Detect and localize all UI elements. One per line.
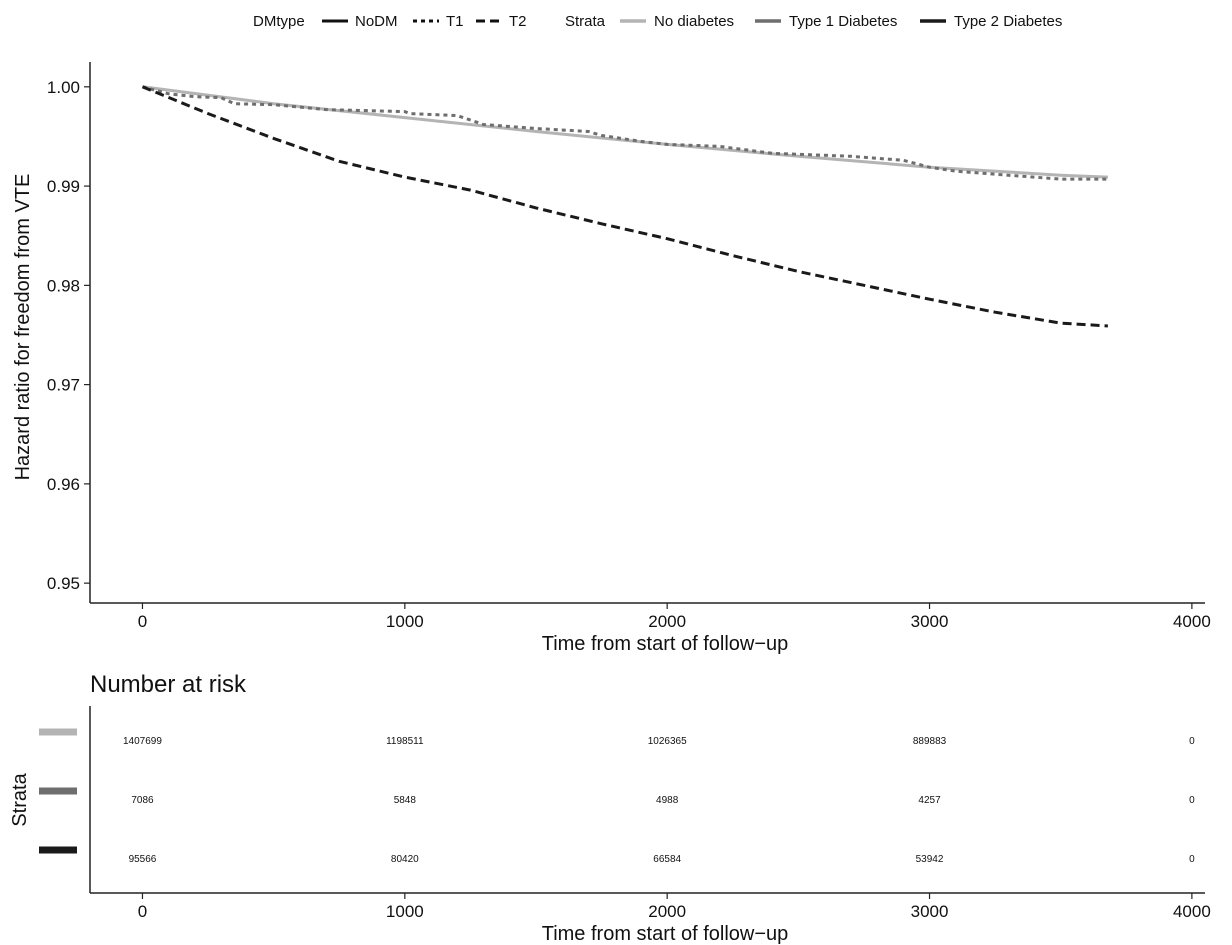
risk-x-tick-label: 1000 [386,902,424,921]
series-line-no-diabetes [142,85,1108,179]
legend-linetype-title: DMtype [253,13,305,30]
risk-x-tick-label: 3000 [911,902,949,921]
x-tick-label: 4000 [1173,612,1211,631]
risk-rows: 1407699 1198511 1026365 889883 0 7086 5848 4988… [39,728,1195,865]
risk-cell: 0 [1189,736,1195,747]
risk-x-ticks: 0 1000 2000 3000 4000 [138,893,1211,921]
legend-color-entries: No diabetes Type 1 Diabetes Type 2 Diabete… [620,13,1062,30]
risk-y-axis-title: Strata [9,772,31,826]
x-tick-label: 3000 [911,612,949,631]
series-line-type-2-diabetes [141,85,1108,328]
legend-color-label: No diabetes [654,13,734,30]
x-tick-label: 2000 [648,612,686,631]
risk-cell: 7086 [131,795,154,806]
risk-cell: 1198511 [386,736,424,747]
y-tick-label: 0.99 [47,177,80,196]
legend-linetype-entries: NoDM T1 T2 [322,13,527,30]
legend-linetype-label: NoDM [355,13,398,30]
risk-cell: 4988 [656,795,679,806]
main-plot: 0.95 0.96 0.97 0.98 0.99 1.00 0 1000 2000 3000 40… [12,62,1211,655]
y-tick-label: 0.98 [47,276,80,295]
y-tick-label: 0.97 [47,376,80,395]
x-ticks: 0 1000 2000 3000 4000 [138,603,1211,631]
risk-cell: 0 [1189,854,1195,865]
y-ticks: 0.95 0.96 0.97 0.98 0.99 1.00 [47,78,90,593]
x-tick-label: 0 [138,612,147,631]
risk-x-tick-label: 2000 [648,902,686,921]
x-axis-title: Time from start of follow−up [542,633,789,655]
x-tick-label: 1000 [386,612,424,631]
legend-color-label: Type 2 Diabetes [954,13,1062,30]
y-tick-label: 0.95 [47,574,80,593]
risk-x-tick-label: 0 [138,902,147,921]
risk-cell: 80420 [391,854,419,865]
series-lines [141,85,1108,328]
y-tick-label: 1.00 [47,78,80,97]
y-tick-label: 0.96 [47,475,80,494]
risk-cell: 1407699 [123,736,162,747]
risk-x-tick-label: 4000 [1173,902,1211,921]
y-axis-title: Hazard ratio for freedom from VTE [12,174,34,481]
legend-color-label: Type 1 Diabetes [789,13,897,30]
risk-table-title: Number at risk [90,671,247,698]
risk-cell: 1026365 [648,736,687,747]
risk-cell: 5848 [394,795,417,806]
risk-x-axis-title: Time from start of follow−up [542,923,789,945]
risk-cell: 889883 [913,736,947,747]
risk-cell: 0 [1189,795,1195,806]
risk-table: Number at risk 1407699 1198511 1026365 8898… [9,671,1211,945]
risk-cell: 66584 [653,854,681,865]
legend-color-title: Strata [565,13,606,30]
legend-linetype-label: T1 [446,13,464,30]
legend-linetype-label: T2 [509,13,527,30]
risk-cell: 53942 [916,854,944,865]
legend: DMtype NoDM T1 T2 Strata No diabetes Type 1… [253,13,1062,30]
risk-cell: 4257 [918,795,941,806]
series-line-type-1-diabetes [142,85,1108,181]
risk-cell: 95566 [129,854,157,865]
